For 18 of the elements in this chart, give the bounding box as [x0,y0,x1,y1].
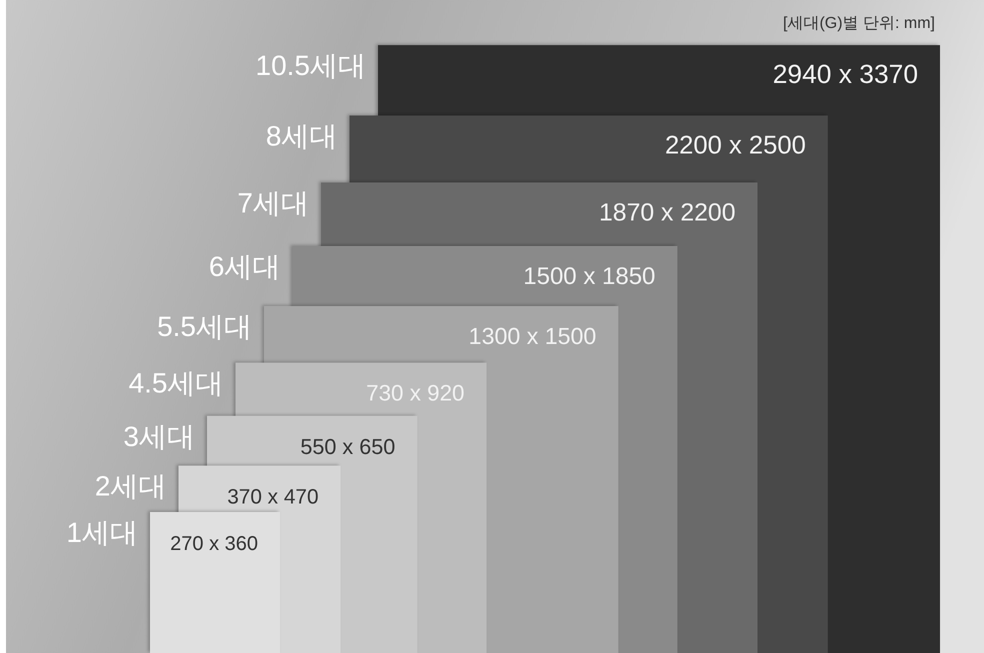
text: [세대(G)별 단위: mm] [783,15,935,32]
data-label: 2940 x 3370 [772,59,918,90]
category-label: 1세대 [66,517,138,548]
category-label: 2세대 [94,470,166,502]
category-label: 7세대 [237,187,309,218]
category-label: 6세대 [208,251,280,282]
category-label: 5.5세대 [157,311,252,342]
category-label: 8세대 [266,120,338,152]
data-label: 1300 x 1500 [468,323,596,350]
data-label: 2200 x 2500 [664,132,806,160]
category-label: 4.5세대 [128,368,224,399]
data-label: 370 x 470 [227,486,319,509]
data-label: 270 x 360 [170,533,258,555]
category-label: 10.5세대 [256,50,366,82]
data-label: 1500 x 1850 [523,263,656,290]
data-label: 1870 x 2200 [598,199,736,226]
data-label: 550 x 650 [300,434,396,459]
category-label: 3세대 [123,420,195,452]
